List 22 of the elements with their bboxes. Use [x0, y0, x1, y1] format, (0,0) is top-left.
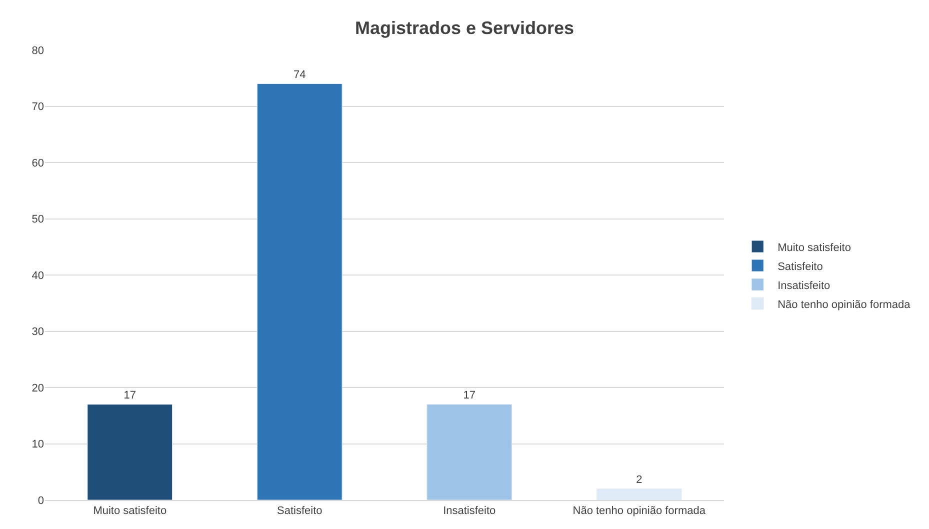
x-tick-label: Não tenho opinião formada	[572, 505, 706, 518]
y-tick-label: 70	[32, 101, 44, 114]
data-label: 17	[463, 389, 476, 402]
legend-label: Muito satisfeito	[778, 242, 851, 254]
y-tick-label: 60	[32, 157, 44, 170]
y-tick-label: 10	[32, 438, 44, 451]
data-label: 2	[636, 474, 642, 486]
legend-label: Não tenho opinião formada	[778, 298, 912, 311]
y-tick-label: 80	[32, 44, 44, 57]
x-tick-label: Satisfeito	[277, 505, 322, 518]
y-tick-label: 0	[38, 494, 44, 507]
y-tick-label: 40	[32, 270, 44, 282]
x-tick-label: Muito satisfeito	[93, 505, 167, 518]
data-label: 17	[124, 389, 136, 402]
chart-title: Magistrados e Servidores	[354, 18, 574, 38]
y-tick-label: 30	[32, 326, 44, 338]
legend-label: Insatisfeito	[778, 280, 830, 292]
y-tick-label: 50	[32, 214, 44, 226]
data-label: 74	[294, 68, 306, 81]
x-tick-label: Insatisfeito	[443, 505, 496, 518]
legend-label: Satisfeito	[778, 260, 823, 273]
y-tick-label: 20	[32, 382, 44, 394]
